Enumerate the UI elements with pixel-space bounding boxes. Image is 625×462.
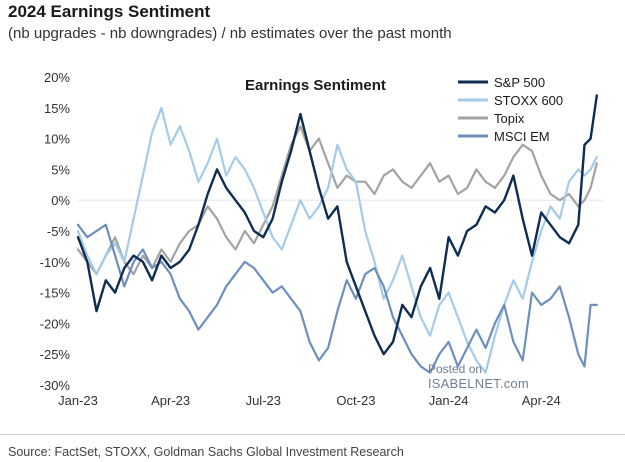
y-tick-label: 0% (51, 193, 70, 208)
y-tick-label: 15% (44, 101, 70, 116)
footer-divider (0, 434, 625, 435)
chart-subtitle: (nb upgrades - nb downgrades) / nb estim… (8, 25, 452, 42)
earnings-sentiment-chart: -30% -25% -20% -15% -10% -5% 0% 5% 10% 15% 20% Jan-… (40, 70, 603, 408)
y-tick-label: -10% (40, 255, 71, 270)
series-layer (76, 94, 598, 374)
legend-label: S&P 500 (494, 75, 545, 90)
watermark-site: ISABELNET.com (428, 376, 529, 391)
y-tick-label: 5% (51, 162, 70, 177)
x-tick-label: Jan-23 (58, 393, 98, 408)
x-tick-label: Oct-23 (336, 393, 375, 408)
x-tick-label: Apr-23 (151, 393, 190, 408)
y-tick-label: -5% (47, 224, 71, 239)
y-tick-label: 20% (44, 70, 70, 85)
series-line-topix (76, 125, 598, 276)
legend-label: STOXX 600 (494, 93, 563, 108)
x-tick-label: Jul-23 (246, 393, 281, 408)
x-tick-label: Jan-24 (429, 393, 469, 408)
legend: S&P 500 STOXX 600 Topix MSCI EM (458, 75, 563, 144)
legend-label: Topix (494, 111, 525, 126)
series-line-msci-em (76, 223, 598, 374)
inner-chart-title: Earnings Sentiment (245, 77, 386, 94)
chart-title-main: 2024 Earnings Sentiment (8, 2, 211, 21)
series-line-s-p-500 (76, 94, 598, 356)
y-tick-label: -15% (40, 286, 71, 301)
legend-label: MSCI EM (494, 129, 550, 144)
axis-layer: -30% -25% -20% -15% -10% -5% 0% 5% 10% 15% 20% Jan-… (40, 70, 603, 408)
x-tick-label: Apr-24 (522, 393, 561, 408)
y-tick-label: -25% (40, 347, 71, 362)
watermark-posted-on: Posted on (428, 362, 483, 376)
y-tick-label: 10% (44, 132, 70, 147)
y-tick-label: -20% (40, 316, 71, 331)
y-tick-label: -30% (40, 378, 71, 393)
series-line-stoxx-600 (76, 106, 598, 374)
source-note: Source: FactSet, STOXX, Goldman Sachs Gl… (8, 445, 404, 459)
